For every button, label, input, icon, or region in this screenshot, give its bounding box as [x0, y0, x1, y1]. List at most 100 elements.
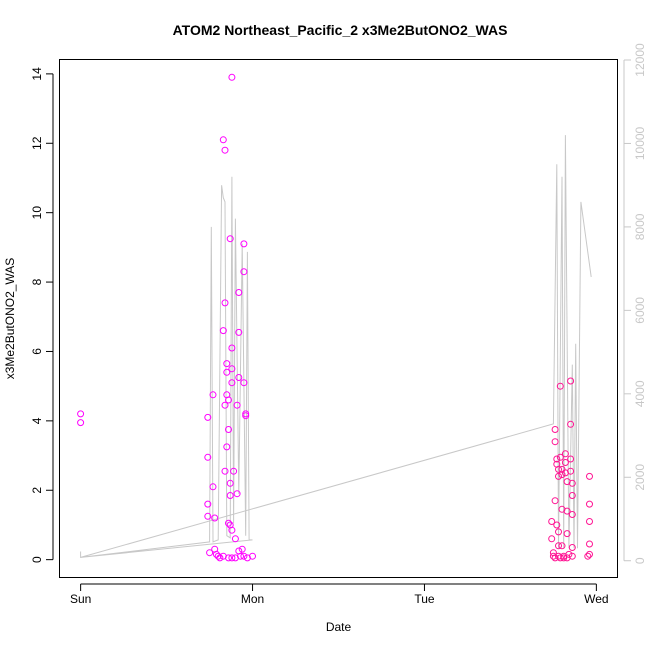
data-point	[237, 552, 244, 560]
data-point	[228, 73, 236, 81]
data-point	[214, 552, 222, 560]
data-point	[563, 554, 571, 562]
x-axis-label: Date	[326, 620, 352, 634]
data-point	[77, 410, 85, 418]
data-point	[219, 136, 227, 144]
data-point	[549, 552, 557, 560]
data-point	[240, 240, 248, 248]
data-point	[584, 552, 592, 560]
data-point	[219, 327, 227, 335]
data-point	[586, 472, 593, 480]
data-point	[225, 554, 232, 562]
data-point	[551, 438, 559, 446]
data-point	[563, 507, 571, 515]
data-point	[240, 379, 248, 387]
data-point	[204, 512, 212, 520]
data-point	[568, 544, 576, 551]
data-point	[228, 526, 236, 534]
data-point	[204, 413, 212, 421]
data-point	[240, 552, 248, 560]
data-point	[206, 549, 214, 557]
data-point	[204, 500, 212, 508]
data-point	[249, 552, 256, 560]
y-tick-label: 0	[30, 556, 44, 563]
data-point	[555, 542, 562, 550]
data-point	[555, 528, 562, 536]
data-point	[586, 518, 593, 525]
data-point	[235, 374, 243, 381]
points-layer	[77, 73, 593, 562]
y-tick-label: 6	[30, 348, 44, 355]
y-axis-label: x3Me2ButONO2_WAS	[3, 258, 17, 380]
right-tick-label: 12000	[633, 43, 647, 77]
axes-layer: 0 2 4 6 8 10 12 14 0 2000 4000 6000 8000 10000 12000 Su…	[30, 43, 647, 606]
data-point	[561, 459, 569, 466]
data-point	[226, 479, 234, 487]
data-point	[228, 365, 236, 373]
plot-frame	[59, 59, 618, 578]
data-point	[567, 467, 575, 475]
data-point	[551, 497, 559, 505]
data-point	[204, 453, 212, 461]
right-tick-label: 0	[633, 557, 647, 564]
data-point	[228, 554, 236, 562]
data-point	[567, 377, 575, 385]
data-point	[77, 419, 85, 427]
data-point	[551, 554, 559, 562]
y-tick-label: 12	[30, 136, 44, 150]
data-point	[223, 360, 231, 368]
line-series-layer	[80, 135, 592, 558]
y-tick-label: 14	[30, 67, 44, 81]
x-tick-label: Wed	[584, 592, 608, 606]
data-point	[568, 492, 576, 499]
data-point	[553, 455, 561, 463]
data-point	[556, 382, 564, 390]
data-point	[238, 545, 246, 553]
data-point	[560, 554, 568, 562]
data-point	[556, 453, 564, 461]
data-point	[555, 465, 562, 473]
data-point	[567, 455, 575, 463]
data-point	[586, 500, 593, 508]
data-point	[226, 235, 234, 243]
data-point	[228, 344, 236, 352]
data-point	[209, 391, 217, 399]
data-point	[548, 535, 556, 543]
data-point	[235, 289, 243, 296]
data-point	[221, 299, 229, 307]
data-point	[568, 479, 576, 487]
data-point	[211, 514, 219, 522]
data-point	[565, 550, 573, 558]
data-point	[235, 328, 243, 336]
data-point	[226, 492, 234, 499]
y-tick-label: 10	[30, 206, 44, 220]
data-point	[568, 511, 576, 518]
y-tick-label: 4	[30, 417, 44, 424]
data-point	[242, 412, 250, 420]
data-point	[225, 396, 232, 404]
data-point	[231, 535, 239, 543]
data-point	[567, 420, 575, 428]
data-point	[221, 146, 229, 154]
y-tick-label: 2	[30, 487, 44, 494]
data-point	[558, 542, 566, 550]
data-point	[212, 550, 220, 558]
data-point	[556, 554, 564, 562]
x-tick-label: Mon	[241, 592, 264, 606]
data-point	[563, 530, 571, 538]
data-point	[223, 368, 231, 376]
right-tick-label: 10000	[633, 126, 647, 160]
data-point	[548, 518, 556, 525]
right-tick-label: 8000	[633, 213, 647, 240]
data-point	[561, 450, 569, 458]
data-point	[558, 471, 566, 479]
data-point	[240, 268, 248, 276]
chart-title: ATOM2 Northeast_Pacific_2 x3Me2ButONO2_W…	[173, 22, 508, 38]
series-line-0	[80, 135, 592, 558]
data-point	[228, 379, 236, 387]
data-point	[223, 443, 231, 451]
x-tick-label: Sun	[70, 592, 91, 606]
data-point	[233, 401, 241, 409]
data-point	[555, 472, 562, 480]
data-point	[209, 483, 217, 491]
